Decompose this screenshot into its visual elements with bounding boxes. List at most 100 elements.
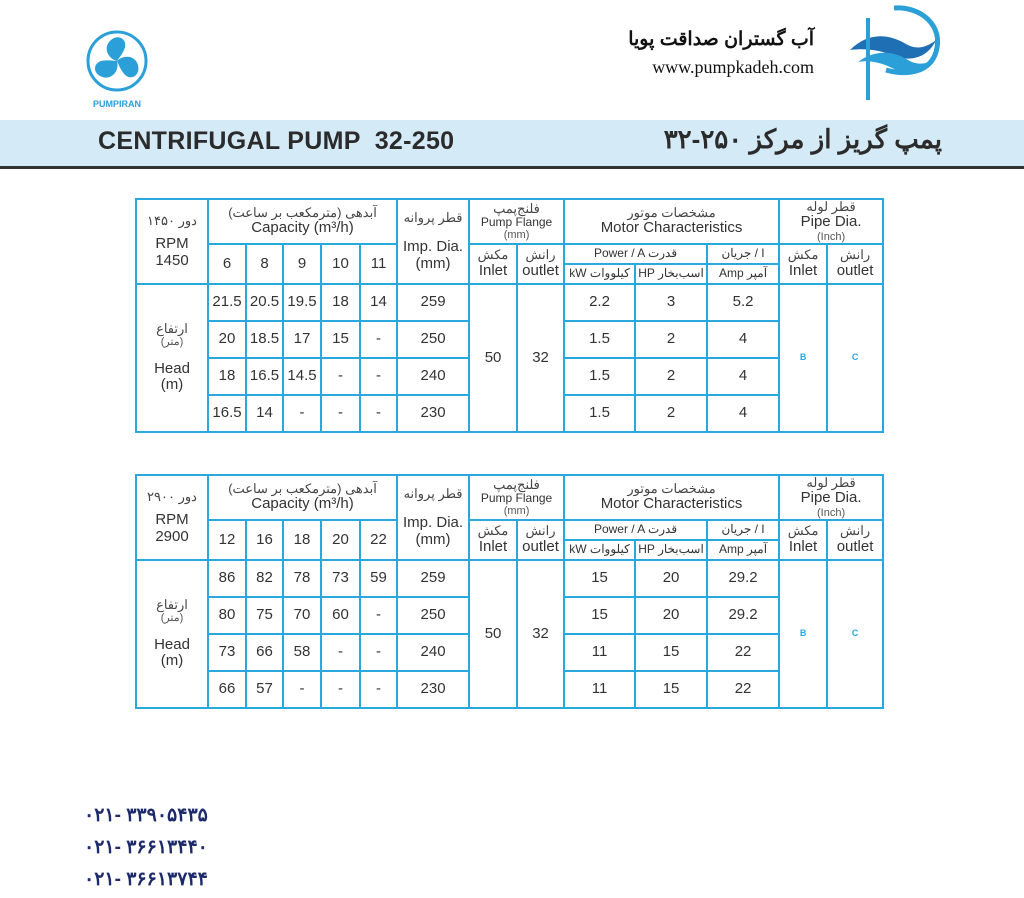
pipe-en: Pipe Dia. (800, 213, 862, 231)
head-value: - (338, 643, 343, 661)
head-value: 57 (256, 680, 273, 698)
hp-cell: 20 (634, 558, 709, 598)
head-value: 78 (293, 569, 311, 587)
head-value: 16.5 (249, 367, 280, 385)
pipe-unit: (Inch) (817, 230, 846, 243)
pumpkadeh-wave-logo-icon (850, 5, 940, 100)
head-cell: 58 (282, 632, 322, 672)
power-label: Power / A قدرت (593, 246, 678, 261)
pipe-fa: قطر لوله (806, 199, 856, 214)
motor-en: Motor Characteristics (600, 495, 743, 513)
amp-label: Amp آمپر (719, 542, 768, 557)
company-name: آب گستران صداقت پویا (628, 29, 814, 50)
head-value: 80 (218, 606, 236, 624)
imp-value: 259 (420, 293, 446, 311)
capacity-fa: آبدهی (مترمکعب بر ساعت) (228, 205, 377, 221)
capacity-value: 18 (293, 530, 311, 548)
head-cell: - (320, 356, 361, 396)
amp-value: 4 (738, 330, 748, 348)
pipe-inlet-cell: B (778, 558, 829, 709)
hp-cell: 15 (634, 632, 709, 672)
spec-table-1450-rpm: دور ۱۴۵۰ RPM 1450 آبدهی (مترمکعب بر ساعت) C… (135, 198, 885, 433)
capacity-cell: 22 (358, 518, 399, 561)
head-cell: 60 (320, 595, 361, 635)
capacity-cell: 9 (282, 242, 322, 285)
imp-cell: 259 (396, 282, 471, 322)
head-value: - (376, 404, 382, 422)
amp-header: Amp آمپر (706, 262, 781, 285)
capacity-value: 12 (218, 530, 236, 548)
head-cell: - (358, 632, 399, 672)
capacity-value: 10 (332, 254, 349, 272)
table-row: 73 66 58 - - 240 11 15 22 (136, 632, 883, 672)
capacity-value: 9 (297, 254, 307, 272)
amp-header: Amp آمپر (706, 538, 781, 561)
capacity-cell: 16 (245, 518, 284, 561)
website-link[interactable]: www.pumpkadeh.com (652, 57, 814, 77)
pipe-outlet-cell: C (826, 558, 885, 709)
capacity-header: آبدهی (مترمکعب بر ساعت) Capacity (m³/h) (206, 474, 399, 521)
head-value: 20 (218, 330, 236, 348)
head-cell: 66 (245, 632, 284, 672)
head-cell: - (358, 319, 399, 359)
phone-number[interactable]: ۰۲۱- ۳۳۹۰۵۴۳۵ (84, 805, 208, 826)
kw-cell: 15 (563, 558, 637, 598)
company-block: آب گستران صداقت پویا www.pumpkadeh.com (628, 28, 814, 78)
head-value: 73 (218, 643, 236, 661)
head-value: - (299, 680, 305, 698)
kw-label: kW کیلووات (569, 266, 630, 281)
head-value: 20.5 (249, 293, 280, 311)
hp-cell: 2 (634, 356, 709, 396)
hp-value: 20 (662, 606, 680, 624)
head-cell: 18 (207, 356, 247, 396)
head-cell: 17 (282, 319, 322, 359)
head-cell: 86 (207, 558, 247, 598)
head-value: 14 (256, 404, 273, 422)
rpm-en: RPM 1450 (155, 235, 189, 269)
phone-number[interactable]: ۰۲۱- ۳۶۶۱۳۴۴۰ (84, 837, 208, 858)
capacity-cell: 8 (245, 242, 284, 285)
head-value: - (338, 367, 343, 385)
flange-unit: (mm) (503, 505, 530, 518)
head-cell: 21.5 (207, 282, 247, 322)
capacity-cell: 11 (358, 242, 399, 285)
flange-outlet-cell: 32 (516, 558, 566, 709)
amp-cell: 4 (706, 356, 781, 396)
head-cell: - (358, 595, 399, 635)
head-unit: (m) (160, 376, 184, 394)
head-cell: 16.5 (245, 356, 284, 396)
table-row: ارتفاع (متر) Head (m) 86 82 78 73 59 259 50 32 15 20 2… (135, 558, 885, 709)
kw-cell: 11 (563, 669, 637, 709)
inlet-fa: مکش (477, 523, 509, 539)
pumpiran-brand: PUMPIRAN (92, 99, 141, 109)
head-value: - (338, 680, 343, 698)
amp-value: 22 (734, 643, 752, 661)
inlet-en: Inlet (788, 261, 818, 279)
phone-number[interactable]: ۰۲۱- ۳۶۶۱۳۷۴۴ (84, 869, 208, 890)
rpm-fa: دور ۱۴۵۰ (147, 212, 197, 228)
imp-dia-header: قطر پروانه Imp. Dia. (mm) (396, 198, 471, 285)
kw-value: 15 (591, 569, 608, 587)
head-cell: 73 (207, 632, 247, 672)
flange-outlet-value: 32 (532, 348, 549, 366)
kw-value: 11 (591, 643, 608, 661)
table-row: 18 16.5 14.5 - - 240 1.5 2 4 (136, 356, 883, 396)
power-header: Power / A قدرت (563, 518, 709, 541)
motor-en: Motor Characteristics (600, 219, 743, 237)
flange-outlet-header: رانش outlet (516, 518, 566, 561)
head-value: - (376, 367, 382, 385)
motor-fa: مشخصات موتور (627, 481, 716, 497)
kw-header: kW کیلووات (563, 538, 637, 561)
outlet-fa: رانش (525, 247, 556, 263)
imp-value: 230 (420, 680, 446, 698)
amp-cell: 29.2 (706, 595, 781, 635)
imp-fa: قطر پروانه (403, 209, 463, 225)
head-value: 18 (332, 293, 349, 311)
flange-en: Pump Flange (480, 214, 553, 229)
outlet-fa: رانش (840, 247, 871, 263)
head-value: 17 (293, 330, 311, 348)
pipe-en: Pipe Dia. (800, 489, 862, 507)
flange-outlet-header: رانش outlet (516, 242, 566, 285)
pump-flange-header: فلنج‌پمپ Pump Flange (mm) (468, 198, 566, 245)
imp-cell: 250 (396, 319, 471, 359)
